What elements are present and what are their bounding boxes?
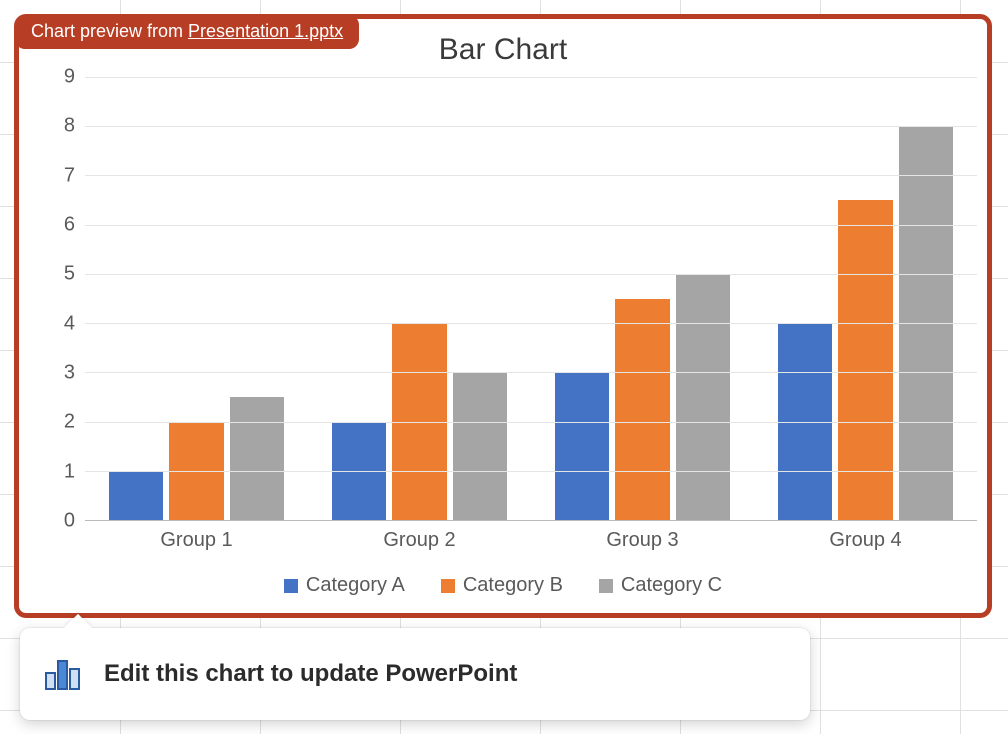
bar-group bbox=[531, 77, 754, 520]
x-tick-label: Group 3 bbox=[531, 529, 754, 552]
plot-wrap: 0123456789 Group 1Group 2Group 3Group 4 … bbox=[29, 77, 977, 603]
edit-chart-tooltip-text: Edit this chart to update PowerPoint bbox=[104, 660, 517, 688]
x-tick-label: Group 1 bbox=[85, 529, 308, 552]
x-tick-label: Group 4 bbox=[754, 529, 977, 552]
legend-item: Category A bbox=[284, 574, 405, 597]
preview-tag-prefix: Chart preview from bbox=[31, 21, 188, 41]
y-axis: 0123456789 bbox=[29, 77, 85, 521]
chart-preview-tag: Chart preview from Presentation 1.pptx bbox=[15, 15, 359, 49]
legend-label: Category A bbox=[306, 574, 405, 597]
gridline bbox=[85, 274, 977, 275]
legend-swatch bbox=[599, 579, 613, 593]
bar bbox=[230, 397, 284, 520]
bar bbox=[555, 372, 609, 520]
gridline bbox=[85, 372, 977, 373]
y-tick-label: 8 bbox=[64, 115, 75, 138]
legend-item: Category C bbox=[599, 574, 722, 597]
y-tick-label: 0 bbox=[64, 510, 75, 533]
bar-group bbox=[754, 77, 977, 520]
chart-area: Bar Chart 0123456789 Group 1Group 2Group… bbox=[29, 29, 977, 603]
bar-group bbox=[85, 77, 308, 520]
bar bbox=[838, 200, 892, 520]
y-tick-label: 9 bbox=[64, 66, 75, 89]
legend-swatch bbox=[284, 579, 298, 593]
y-tick-label: 7 bbox=[64, 164, 75, 187]
y-tick-label: 5 bbox=[64, 263, 75, 286]
legend-item: Category B bbox=[441, 574, 563, 597]
plot-area bbox=[85, 77, 977, 521]
gridline bbox=[85, 471, 977, 472]
gridline bbox=[85, 175, 977, 176]
gridline bbox=[85, 77, 977, 78]
bar bbox=[453, 372, 507, 520]
edit-chart-tooltip[interactable]: Edit this chart to update PowerPoint bbox=[20, 628, 810, 720]
bar-group bbox=[308, 77, 531, 520]
legend-label: Category C bbox=[621, 574, 722, 597]
y-tick-label: 2 bbox=[64, 411, 75, 434]
bar bbox=[615, 299, 669, 521]
x-tick-label: Group 2 bbox=[308, 529, 531, 552]
gridline bbox=[85, 323, 977, 324]
gridline bbox=[85, 422, 977, 423]
bar-groups bbox=[85, 77, 977, 520]
x-axis: Group 1Group 2Group 3Group 4 bbox=[85, 529, 977, 552]
y-tick-label: 3 bbox=[64, 361, 75, 384]
y-tick-label: 1 bbox=[64, 460, 75, 483]
bar bbox=[676, 274, 730, 520]
y-tick-label: 4 bbox=[64, 312, 75, 335]
bar bbox=[109, 471, 163, 520]
legend-swatch bbox=[441, 579, 455, 593]
legend: Category A Category B Category C bbox=[29, 574, 977, 597]
gridline bbox=[85, 126, 977, 127]
bar-chart-icon bbox=[42, 651, 84, 698]
gridline bbox=[85, 225, 977, 226]
y-tick-label: 6 bbox=[64, 213, 75, 236]
legend-label: Category B bbox=[463, 574, 563, 597]
chart-preview-frame[interactable]: Chart preview from Presentation 1.pptx B… bbox=[14, 14, 992, 618]
preview-tag-filename-link[interactable]: Presentation 1.pptx bbox=[188, 21, 343, 41]
